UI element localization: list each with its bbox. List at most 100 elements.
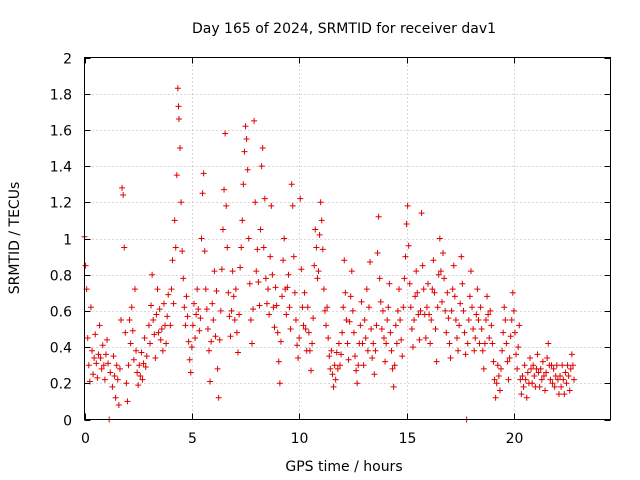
data-point [200, 170, 207, 177]
data-point [535, 369, 542, 376]
data-point [485, 311, 492, 318]
data-point [409, 344, 416, 351]
data-point [354, 380, 361, 387]
data-point [400, 304, 407, 311]
data-point [388, 347, 395, 354]
data-point [150, 316, 157, 323]
data-point [94, 374, 101, 381]
data-point [186, 356, 193, 363]
data-point [516, 322, 523, 329]
data-point [288, 181, 295, 188]
data-point [263, 300, 270, 307]
data-point [474, 286, 481, 293]
data-point [140, 360, 147, 367]
data-point [199, 190, 206, 197]
data-point [461, 329, 468, 336]
y-tick-label: 1.8 [50, 88, 72, 104]
data-point [82, 262, 89, 269]
data-point [392, 322, 399, 329]
data-point [185, 338, 192, 345]
data-point [549, 380, 556, 387]
y-tick-label: 0.8 [50, 269, 72, 285]
data-point [447, 354, 454, 361]
data-point [231, 316, 238, 323]
data-point [327, 365, 334, 372]
data-point [117, 316, 124, 323]
data-point [148, 302, 155, 309]
data-point [557, 373, 564, 380]
data-point [261, 195, 268, 202]
data-point [448, 307, 455, 314]
data-point [284, 284, 291, 291]
data-point [496, 387, 503, 394]
data-point [125, 362, 132, 369]
data-point [239, 217, 246, 224]
data-point [382, 358, 389, 365]
data-point [473, 311, 480, 318]
data-point [172, 244, 179, 251]
data-point [297, 195, 304, 202]
data-point [408, 326, 415, 332]
data-point [346, 318, 353, 325]
data-point [128, 304, 135, 311]
data-point [178, 199, 185, 206]
data-point [243, 135, 250, 142]
data-point [487, 307, 494, 314]
data-point [109, 383, 116, 390]
data-point [513, 351, 520, 358]
data-point [457, 300, 464, 307]
data-point [348, 268, 355, 275]
data-point [221, 186, 228, 193]
data-point [192, 335, 199, 342]
data-point [175, 103, 182, 110]
data-point [393, 340, 400, 347]
data-point [484, 293, 491, 300]
data-point [305, 329, 312, 336]
data-point [214, 365, 221, 372]
data-point [262, 275, 269, 282]
data-point [236, 311, 243, 318]
data-point [360, 362, 367, 369]
x-tick-label: 15 [399, 431, 417, 447]
data-point [565, 373, 572, 380]
data-point [350, 329, 357, 336]
data-point [294, 342, 301, 349]
data-point [553, 362, 560, 369]
data-point [326, 353, 333, 360]
data-point [209, 300, 216, 307]
data-point [372, 347, 379, 354]
data-point [312, 226, 319, 233]
data-point [436, 235, 443, 242]
data-point [563, 380, 570, 387]
y-tick-label: 0.2 [50, 377, 72, 393]
data-point [479, 347, 486, 354]
data-point [466, 293, 473, 300]
data-point [246, 280, 253, 287]
data-point [229, 268, 236, 275]
data-point [569, 362, 576, 369]
data-point [548, 362, 555, 369]
data-point [304, 304, 311, 311]
data-point [187, 369, 194, 376]
data-point [491, 376, 498, 383]
data-point [550, 365, 557, 372]
data-point [139, 376, 146, 383]
data-point [423, 304, 430, 311]
data-point [266, 311, 273, 318]
data-point [215, 394, 222, 401]
data-point [355, 362, 362, 369]
data-point [207, 378, 214, 385]
data-point [97, 354, 104, 361]
data-point [167, 322, 174, 329]
data-point [472, 335, 479, 342]
data-point [526, 354, 533, 361]
data-point [107, 369, 114, 376]
data-point [127, 340, 134, 347]
y-tick-labels: 0 0.2 0.4 0.6 0.8 1 1.2 1.4 1.6 1.8 2 [50, 52, 72, 430]
data-point [171, 217, 178, 224]
data-point [399, 353, 406, 360]
data-point [522, 376, 529, 383]
data-point [446, 340, 453, 347]
data-point [480, 365, 487, 372]
